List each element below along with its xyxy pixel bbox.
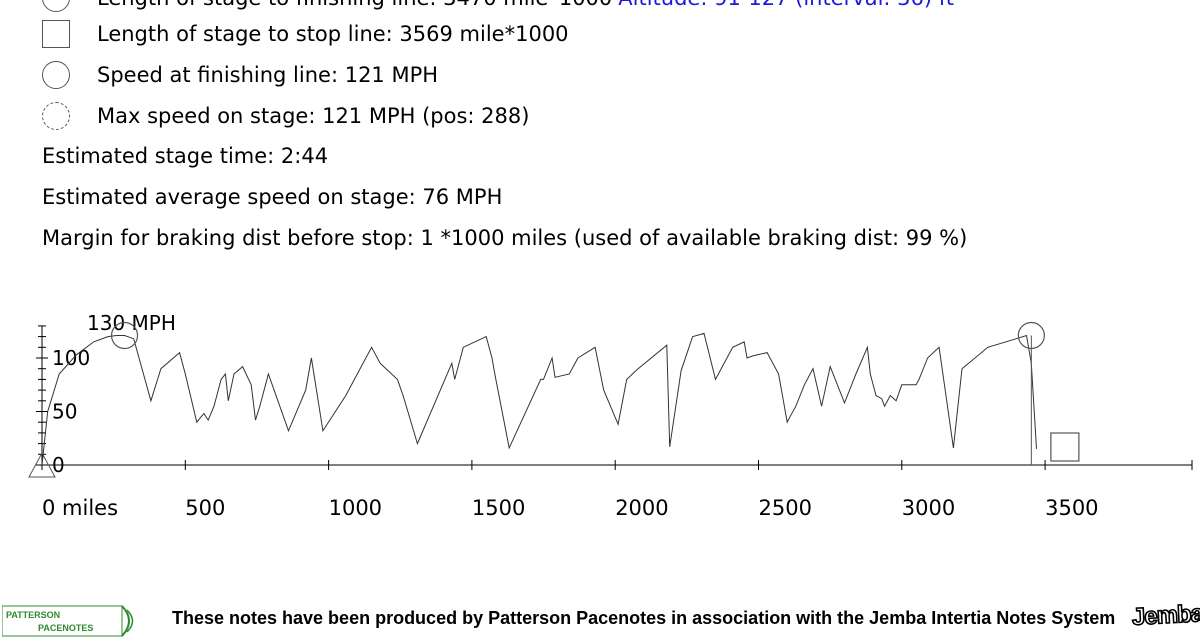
- credit-text: These notes have been produced by Patter…: [172, 608, 1116, 628]
- x-tick-label: 3000: [902, 496, 955, 520]
- altitude-link[interactable]: Altitude: 91-127 (interval: 36) ft: [618, 0, 954, 10]
- stop-line-marker: [1050, 432, 1080, 462]
- legend-finish-speed-text: Speed at finishing line: 121 MPH: [97, 63, 439, 87]
- svg-text:PATTERSON: PATTERSON: [6, 610, 60, 620]
- legend-row-stop-line: Length of stage to stop line: 3569 mile*…: [42, 18, 569, 50]
- x-tick-label: 2500: [759, 496, 812, 520]
- footer: PATTERSON PACENOTES These notes have bee…: [0, 596, 1200, 640]
- speed-profile-chart: 0 miles 500 1000 1500 2000 2500 3000 3500 0 50 100…: [28, 311, 1193, 520]
- braking-margin-text: Margin for braking dist before stop: 1 *…: [42, 226, 968, 250]
- max-speed-marker: [110, 321, 139, 350]
- y-tick-label: 0: [52, 453, 65, 477]
- legend-max-speed-text: Max speed on stage: 121 MPH (pos: 288): [97, 104, 530, 128]
- stage-time-text: Estimated stage time: 2:44: [42, 144, 329, 168]
- legend-row-finish-speed: Speed at finishing line: 121 MPH: [42, 59, 438, 91]
- x-tick-label: 1000: [329, 496, 382, 520]
- y-axis-top-label: 130 MPH: [87, 311, 176, 335]
- x-tick-label: 3500: [1045, 496, 1098, 520]
- max-speed-circle-icon: [42, 102, 70, 130]
- x-tick-label: 500: [185, 496, 225, 520]
- legend-finishing-length-text: Length of stage to finishing line: 3470 …: [97, 0, 612, 10]
- legend-row-finishing-length: Length of stage to finishing line: 3470 …: [42, 0, 954, 14]
- y-tick-label: 50: [52, 400, 77, 424]
- speed-series-line: [41, 332, 1037, 466]
- patterson-pacenotes-logo: PATTERSON PACENOTES: [2, 605, 134, 637]
- stop-line-square-icon: [42, 20, 70, 48]
- start-triangle-icon: [28, 451, 56, 478]
- x-tick-label: 2000: [615, 496, 668, 520]
- legend-row-max-speed: Max speed on stage: 121 MPH (pos: 288): [42, 100, 529, 132]
- legend-stop-line-text: Length of stage to stop line: 3569 mile*…: [97, 22, 569, 46]
- x-tick-label: 0 miles: [42, 496, 118, 520]
- y-tick-label: 100: [52, 346, 90, 370]
- finish-speed-circle-icon: [42, 61, 70, 89]
- jemba-logo: Jemba: [1131, 599, 1200, 631]
- avg-speed-text: Estimated average speed on stage: 76 MPH: [42, 185, 503, 209]
- svg-text:PACENOTES: PACENOTES: [38, 623, 93, 633]
- finish-circle-icon: [42, 0, 70, 12]
- x-tick-label: 1500: [472, 496, 525, 520]
